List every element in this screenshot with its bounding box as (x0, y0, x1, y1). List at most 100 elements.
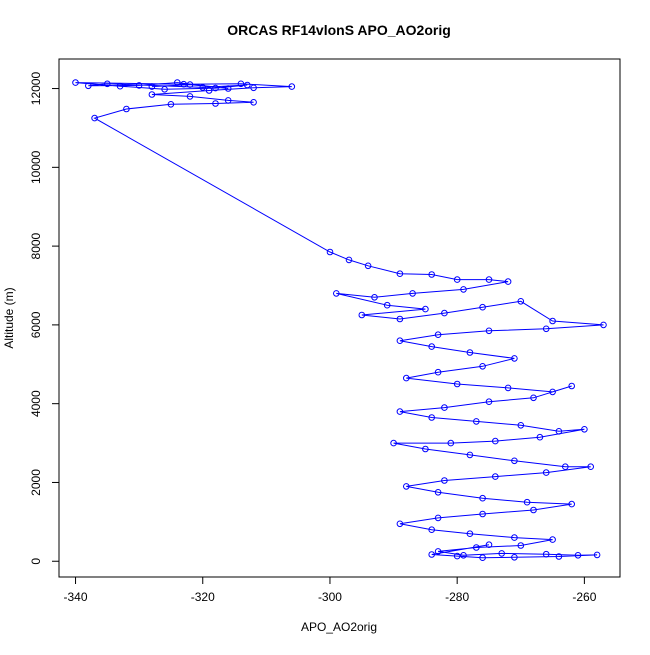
y-axis-label: Altitude (m) (2, 287, 16, 348)
x-tick-label: -280 (445, 590, 469, 604)
data-point (511, 534, 518, 541)
data-point (396, 337, 404, 345)
x-tick-label: -320 (191, 590, 215, 604)
data-point (568, 500, 576, 508)
data-point (383, 301, 391, 309)
data-point (542, 469, 550, 476)
data-point (479, 494, 486, 502)
plot-frame (58, 58, 621, 578)
data-point (536, 433, 544, 441)
data-point (441, 309, 448, 317)
data-point (237, 80, 245, 88)
y-tick-label: 10000 (29, 150, 43, 184)
data-point (473, 418, 480, 425)
data-point (587, 463, 595, 471)
data-point (428, 271, 436, 278)
data-point (549, 536, 556, 543)
data-point (441, 477, 448, 484)
data-point (85, 82, 92, 90)
data-point (460, 286, 467, 293)
data-point (326, 248, 334, 256)
data-point (396, 408, 404, 415)
data-point (568, 382, 576, 390)
data-point (186, 81, 194, 88)
data-point (250, 99, 257, 106)
data-point (542, 550, 550, 558)
data-point (396, 270, 404, 278)
y-axis: 0 2000 4000 6000 8000 10000 12000 (29, 72, 60, 565)
data-point (345, 256, 353, 264)
data-point (549, 317, 556, 325)
data-point (447, 439, 455, 447)
data-point (600, 321, 607, 329)
data-point (224, 97, 232, 104)
data-point (453, 276, 461, 283)
data-point (396, 315, 404, 323)
data-point (441, 404, 448, 411)
data-point (123, 105, 130, 113)
data-point (186, 93, 194, 100)
data-point (466, 349, 474, 356)
data-point (555, 428, 563, 435)
data-point (422, 445, 429, 453)
data-point (466, 451, 474, 459)
x-axis-label: APO_AO2orig (301, 620, 377, 634)
data-point (460, 552, 467, 559)
data-point (333, 290, 340, 297)
data-point (288, 83, 296, 90)
data-point (517, 298, 525, 305)
data-point (479, 510, 486, 518)
data-point (511, 355, 518, 362)
data-point (212, 100, 219, 107)
data-point (479, 303, 486, 311)
data-point (517, 542, 525, 549)
data-point (422, 305, 429, 313)
data-point (434, 331, 442, 339)
data-point (479, 363, 486, 370)
y-tick-label: 6000 (29, 311, 43, 338)
data-point (562, 463, 569, 471)
data-point (116, 82, 124, 90)
chart-title: ORCAS RF14vlonS APO_AO2orig (227, 22, 451, 38)
data-point (250, 84, 257, 92)
data-point (161, 86, 168, 93)
data-point (409, 290, 416, 297)
data-point (517, 422, 525, 429)
data-point (428, 414, 436, 421)
data-point (428, 526, 436, 534)
data-point (434, 368, 442, 376)
data-point (453, 552, 461, 560)
x-tick-label: -300 (318, 590, 342, 604)
data-point (199, 84, 206, 91)
data-point (148, 91, 156, 98)
data-point (453, 380, 461, 388)
data-point (396, 520, 404, 528)
data-point (523, 498, 531, 506)
data-point (498, 550, 506, 557)
data-point (244, 81, 251, 89)
data-point (148, 83, 156, 90)
data-point (504, 384, 512, 392)
data-point (492, 437, 499, 445)
data-point (180, 80, 187, 88)
data-point (434, 489, 442, 496)
y-tick-label: 8000 (29, 232, 43, 259)
data-point (485, 276, 493, 283)
data-point (205, 87, 213, 94)
data-point (466, 530, 474, 538)
data-point (135, 82, 143, 89)
x-tick-label: -340 (64, 590, 88, 604)
x-axis: -340 -320 -300 -280 -260 (64, 576, 597, 604)
data-point (574, 552, 582, 559)
data-point (492, 473, 499, 480)
data-point (511, 554, 518, 561)
data-point (428, 551, 436, 558)
data-point (485, 398, 493, 406)
y-tick-label: 2000 (29, 469, 43, 496)
series-line (75, 82, 604, 559)
x-tick-label: -260 (572, 590, 596, 604)
data-point (174, 79, 181, 86)
data-point (403, 483, 410, 490)
